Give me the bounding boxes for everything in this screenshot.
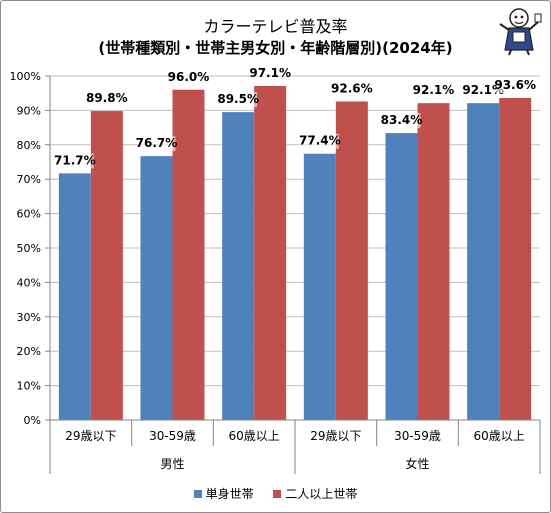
legend-swatch-series-1: [193, 489, 202, 498]
mascot-illustration: [499, 8, 542, 56]
legend-label-series-1: 単身世帯: [205, 487, 254, 501]
chart-title: カラーテレビ普及率: [203, 17, 348, 36]
legend-swatch-series-2: [273, 489, 282, 498]
chart-legend: 単身世帯 二人以上世帯: [0, 485, 551, 502]
legend-item-series-1: 単身世帯: [193, 485, 254, 502]
legend-label-series-2: 二人以上世帯: [285, 487, 358, 501]
chart-subtitle: (世帯種類別・世帯主男女別・年齢階層別)(2024年): [98, 39, 453, 57]
legend-item-series-2: 二人以上世帯: [273, 485, 357, 502]
